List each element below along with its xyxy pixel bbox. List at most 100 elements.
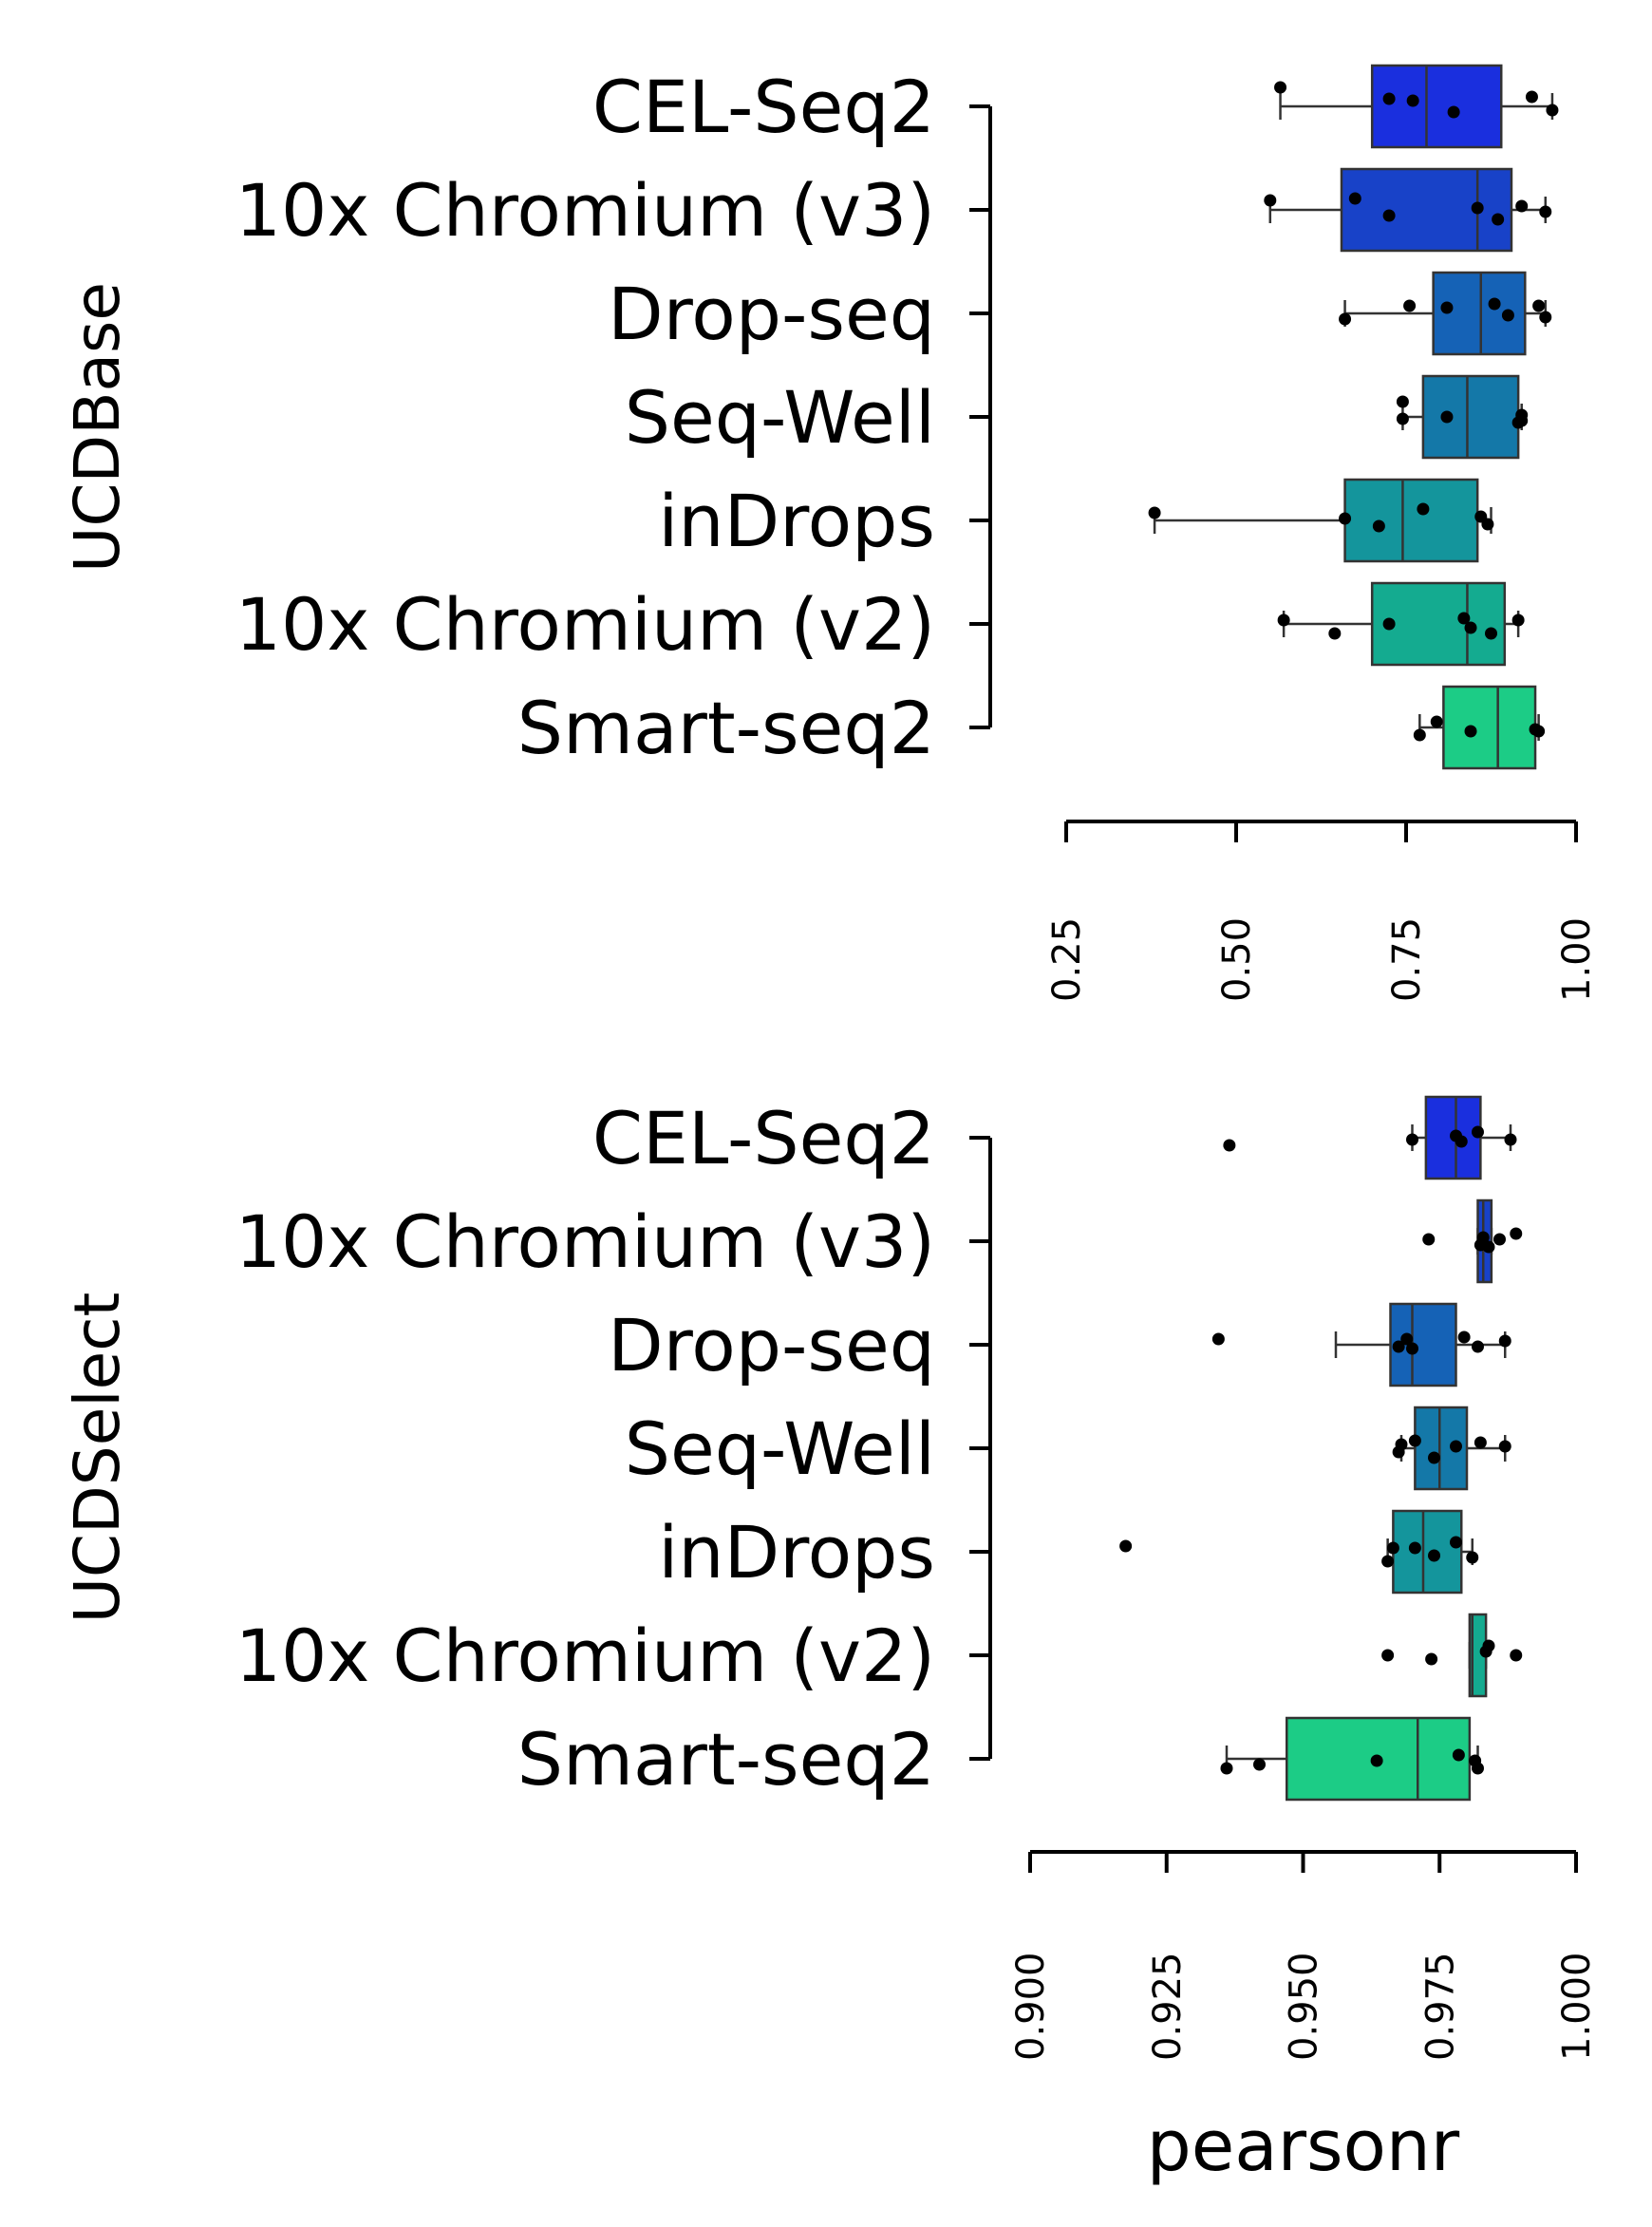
data-point	[1472, 1340, 1484, 1353]
data-point	[1515, 199, 1529, 213]
data-point	[1532, 725, 1546, 738]
data-point	[1277, 613, 1290, 627]
box-indrops	[1343, 478, 1479, 563]
x-tick-label: 0.25	[1045, 917, 1089, 1002]
data-point	[1382, 209, 1396, 222]
data-point	[1396, 412, 1409, 425]
data-point	[1406, 1133, 1418, 1146]
data-point	[1148, 506, 1161, 519]
data-point	[1422, 1233, 1436, 1246]
data-point	[1476, 1231, 1490, 1244]
data-point	[1428, 1451, 1440, 1464]
data-point	[1532, 299, 1546, 312]
data-point	[1510, 1649, 1523, 1662]
x-tick-label: 0.900	[1009, 1952, 1053, 2061]
category-label: 10x Chromium (v3)	[235, 1199, 935, 1284]
category-label: CEL-Seq2	[592, 65, 935, 149]
box-seq-well	[1421, 374, 1520, 460]
data-point	[1511, 613, 1525, 627]
data-point	[1408, 1541, 1421, 1555]
data-point	[1482, 1639, 1495, 1652]
data-point	[1381, 1649, 1395, 1662]
data-point	[1425, 1652, 1438, 1666]
data-point	[1501, 309, 1514, 322]
data-point	[1417, 502, 1430, 516]
y-axis-title: UCDBase	[61, 282, 134, 573]
data-point	[1525, 90, 1538, 104]
category-label: 10x Chromium (v2)	[235, 582, 935, 667]
category-label: 10x Chromium (v3)	[235, 168, 935, 253]
data-point	[1447, 105, 1460, 119]
data-point	[1440, 410, 1454, 424]
x-axis-title: pearsonr	[1147, 2105, 1460, 2187]
data-point	[1485, 627, 1497, 640]
data-point	[1504, 1133, 1517, 1146]
category-label: Smart-seq2	[517, 1717, 935, 1802]
x-tick-label: 0.950	[1283, 1952, 1326, 2061]
data-point	[1372, 519, 1385, 533]
data-point	[1539, 311, 1552, 324]
data-point	[1386, 1541, 1399, 1555]
data-point	[1223, 1139, 1236, 1152]
panel-ucdselect: CEL-Seq2 10x Chromium (v3) Drop-seq Seq-Wel…	[61, 1095, 1599, 2187]
data-point	[1339, 312, 1352, 326]
data-point	[1274, 81, 1287, 94]
data-point	[1395, 1438, 1408, 1451]
data-point	[1472, 1762, 1484, 1775]
data-point	[1455, 1135, 1468, 1148]
data-point	[1546, 104, 1559, 117]
data-point	[1253, 1758, 1266, 1771]
x-tick-label: 0.75	[1385, 917, 1429, 1002]
data-point	[1482, 1240, 1495, 1254]
category-label: Drop-seq	[608, 1303, 935, 1387]
data-point	[1492, 213, 1505, 226]
data-point	[1328, 627, 1342, 640]
category-label: inDrops	[658, 1510, 935, 1595]
data-point	[1211, 1332, 1225, 1346]
data-point	[1539, 205, 1552, 218]
data-point	[1481, 518, 1494, 531]
data-point	[1119, 1539, 1133, 1553]
data-point	[1464, 725, 1477, 738]
data-point	[1488, 297, 1501, 311]
data-point	[1339, 512, 1352, 525]
data-point	[1457, 1331, 1471, 1344]
data-point	[1457, 612, 1471, 625]
data-point	[1474, 1436, 1487, 1449]
y-axis-title: UCDSelect	[61, 1293, 134, 1624]
x-tick-label: 1.000	[1555, 1952, 1599, 2061]
data-point	[1220, 1762, 1233, 1775]
data-point	[1406, 1342, 1418, 1355]
category-label: Seq-Well	[625, 375, 935, 460]
category-label: Smart-seq2	[517, 686, 935, 770]
data-point	[1381, 1555, 1395, 1568]
x-tick-label: 1.00	[1555, 917, 1599, 1002]
data-point	[1413, 728, 1426, 742]
data-point	[1472, 1125, 1484, 1139]
data-point	[1498, 1440, 1511, 1453]
data-point	[1428, 1549, 1440, 1562]
data-point	[1510, 1227, 1523, 1240]
data-point	[1403, 299, 1417, 312]
x-tick-label: 0.975	[1418, 1952, 1462, 2061]
data-point	[1392, 1340, 1405, 1353]
data-point	[1408, 1434, 1421, 1447]
data-point	[1464, 621, 1477, 634]
data-point	[1498, 1334, 1511, 1348]
data-point	[1450, 1440, 1462, 1453]
data-point	[1264, 194, 1277, 207]
category-label: inDrops	[658, 479, 935, 563]
box-indrops	[1392, 1509, 1463, 1595]
data-point	[1452, 1748, 1465, 1762]
data-point	[1406, 94, 1419, 107]
data-point	[1466, 1551, 1479, 1564]
data-point	[1348, 192, 1361, 205]
data-point	[1370, 1754, 1383, 1767]
category-label: 10x Chromium (v2)	[235, 1614, 935, 1698]
panel-ucdbase: CEL-Seq2 10x Chromium (v3) Drop-seq Seq-Wel…	[61, 64, 1599, 1002]
box-cel-seq2	[1370, 64, 1503, 149]
category-label: Seq-Well	[625, 1406, 935, 1491]
box-10x-chromium-v3-	[1340, 167, 1513, 253]
